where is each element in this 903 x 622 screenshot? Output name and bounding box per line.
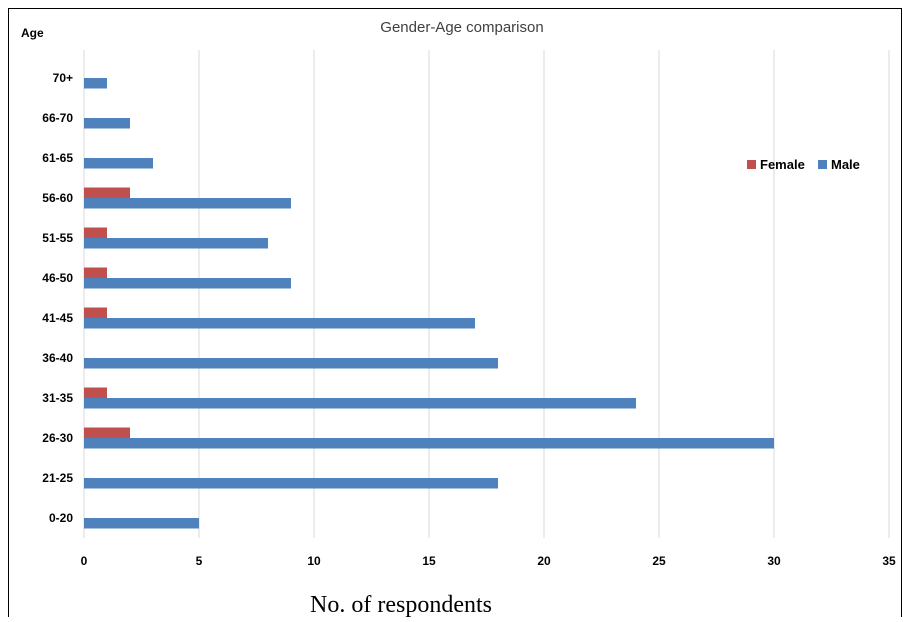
y-axis-title: Age: [21, 26, 44, 40]
category-label: 41-45: [42, 311, 73, 325]
bar-male: [84, 518, 199, 529]
category-label: 21-25: [42, 471, 73, 485]
bar-female: [84, 427, 130, 438]
bar-male: [84, 318, 475, 329]
bar-male: [84, 358, 498, 369]
category-label: 66-70: [42, 111, 73, 125]
legend: Female Male: [747, 157, 860, 172]
bar-male: [84, 478, 498, 489]
x-tick-labels: 0 5 10 15 20 25 30 35: [81, 554, 896, 568]
x-tick-label: 10: [307, 554, 321, 568]
grid-lines: [83, 50, 890, 538]
category-label: 70+: [53, 71, 73, 85]
category-label: 61-65: [42, 151, 73, 165]
bar-female: [84, 267, 107, 278]
category-label: 51-55: [42, 231, 73, 245]
x-tick-label: 30: [767, 554, 781, 568]
bar-female: [84, 187, 130, 198]
bar-female: [84, 387, 107, 398]
bar-male: [84, 158, 153, 169]
category-label: 0-20: [49, 511, 73, 525]
bar-male: [84, 78, 107, 89]
category-labels: 0-20 21-25 26-30 31-35 36-40 41-45 46-50 51-55 5…: [42, 71, 73, 525]
legend-label: Female: [760, 157, 805, 172]
bar-male: [84, 118, 130, 129]
x-tick-label: 5: [196, 554, 203, 568]
legend-label: Male: [831, 157, 860, 172]
x-tick-label: 0: [81, 554, 88, 568]
legend-swatch: [747, 160, 756, 169]
category-label: 26-30: [42, 431, 73, 445]
bar-male: [84, 198, 291, 209]
category-label: 36-40: [42, 351, 73, 365]
bar-male: [84, 238, 268, 249]
chart-title: Gender-Age comparison: [380, 19, 543, 36]
x-tick-label: 15: [422, 554, 436, 568]
x-tick-label: 25: [652, 554, 666, 568]
bar-male: [84, 278, 291, 289]
bar-male: [84, 398, 636, 409]
x-tick-label: 35: [882, 554, 896, 568]
bar-female: [84, 227, 107, 238]
x-tick-label: 20: [537, 554, 551, 568]
category-label: 31-35: [42, 391, 73, 405]
legend-swatch: [818, 160, 827, 169]
x-axis-title: No. of respondents: [310, 592, 492, 617]
bar-female: [84, 307, 107, 318]
bars: [84, 78, 774, 529]
category-label: 56-60: [42, 191, 73, 205]
category-label: 46-50: [42, 271, 73, 285]
bar-male: [84, 438, 774, 449]
